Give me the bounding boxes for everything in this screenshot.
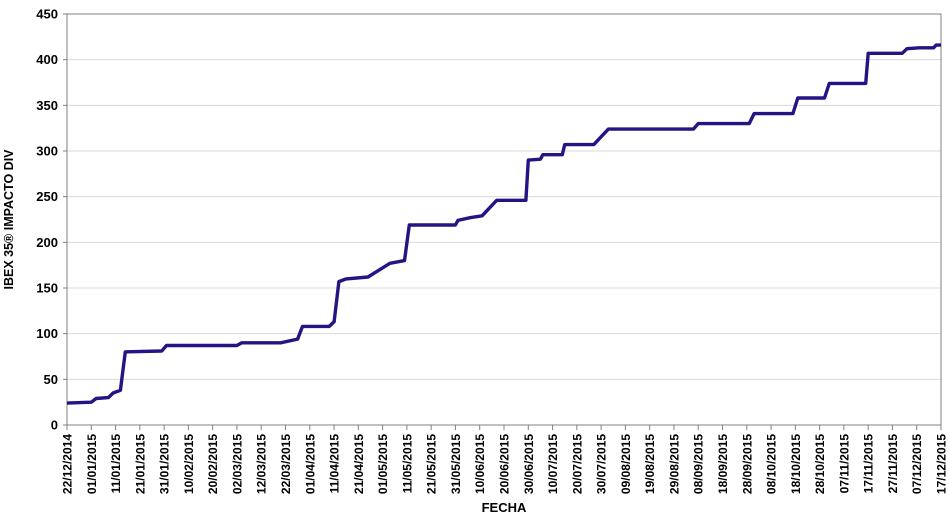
- y-tick-label: 400: [36, 52, 58, 67]
- x-tick-label: 30/07/2015: [595, 434, 609, 494]
- x-tick-label: 11/04/2015: [328, 434, 342, 494]
- x-tick-label: 11/01/2015: [109, 434, 123, 494]
- x-tick-label: 31/01/2015: [158, 434, 172, 494]
- x-tick-label: 10/07/2015: [546, 434, 560, 494]
- y-axis-title: IBEX 35® IMPACTO DIV: [2, 149, 16, 290]
- y-tick-label: 300: [36, 144, 58, 159]
- x-tick-label: 17/12/2015: [935, 434, 949, 494]
- y-tick-label: 50: [44, 372, 58, 387]
- x-tick-label: 08/10/2015: [765, 434, 779, 494]
- x-tick-label: 07/11/2015: [837, 434, 851, 494]
- y-tick-label: 150: [36, 281, 58, 296]
- x-tick-label: 20/07/2015: [570, 434, 584, 494]
- y-tick-label: 0: [51, 418, 58, 433]
- x-tick-label: 18/09/2015: [716, 434, 730, 494]
- x-tick-label: 01/01/2015: [85, 434, 99, 494]
- y-tick-label: 350: [36, 98, 58, 113]
- x-tick-label: 10/06/2015: [473, 434, 487, 494]
- x-tick-label: 20/02/2015: [206, 434, 220, 494]
- x-tick-label: 01/05/2015: [376, 434, 390, 494]
- x-tick-label: 10/02/2015: [182, 434, 196, 494]
- x-axis-title: FECHA: [482, 500, 527, 515]
- x-tick-label: 29/08/2015: [667, 434, 681, 494]
- x-tick-label: 31/05/2015: [449, 434, 463, 494]
- x-tick-label: 27/11/2015: [886, 434, 900, 494]
- y-tick-label: 200: [36, 235, 58, 250]
- x-tick-label: 22/12/2014: [61, 434, 75, 494]
- x-tick-label: 30/06/2015: [522, 434, 536, 494]
- data-series-line: [66, 43, 941, 405]
- y-tick-label: 250: [36, 189, 58, 204]
- x-tick-label: 17/11/2015: [862, 434, 876, 494]
- x-tick-label: 28/10/2015: [813, 434, 827, 494]
- y-tick-label: 450: [36, 7, 58, 22]
- x-tick-label: 22/03/2015: [279, 434, 293, 494]
- x-tick-label: 20/06/2015: [498, 434, 512, 494]
- x-tick-label: 02/03/2015: [230, 434, 244, 494]
- y-tick-label: 100: [36, 326, 58, 341]
- x-tick-label: 01/04/2015: [303, 434, 317, 494]
- x-tick-label: 07/12/2015: [910, 434, 924, 494]
- x-tick-label: 19/08/2015: [643, 434, 657, 494]
- x-tick-label: 21/01/2015: [133, 434, 147, 494]
- x-tick-label: 18/10/2015: [789, 434, 803, 494]
- x-tick-label: 21/05/2015: [425, 434, 439, 494]
- x-tick-label: 21/04/2015: [352, 434, 366, 494]
- x-tick-label: 08/09/2015: [692, 434, 706, 494]
- x-tick-label: 09/08/2015: [619, 434, 633, 494]
- x-tick-label: 11/05/2015: [400, 434, 414, 494]
- x-tick-label: 12/03/2015: [255, 434, 269, 494]
- x-tick-label: 28/09/2015: [740, 434, 754, 494]
